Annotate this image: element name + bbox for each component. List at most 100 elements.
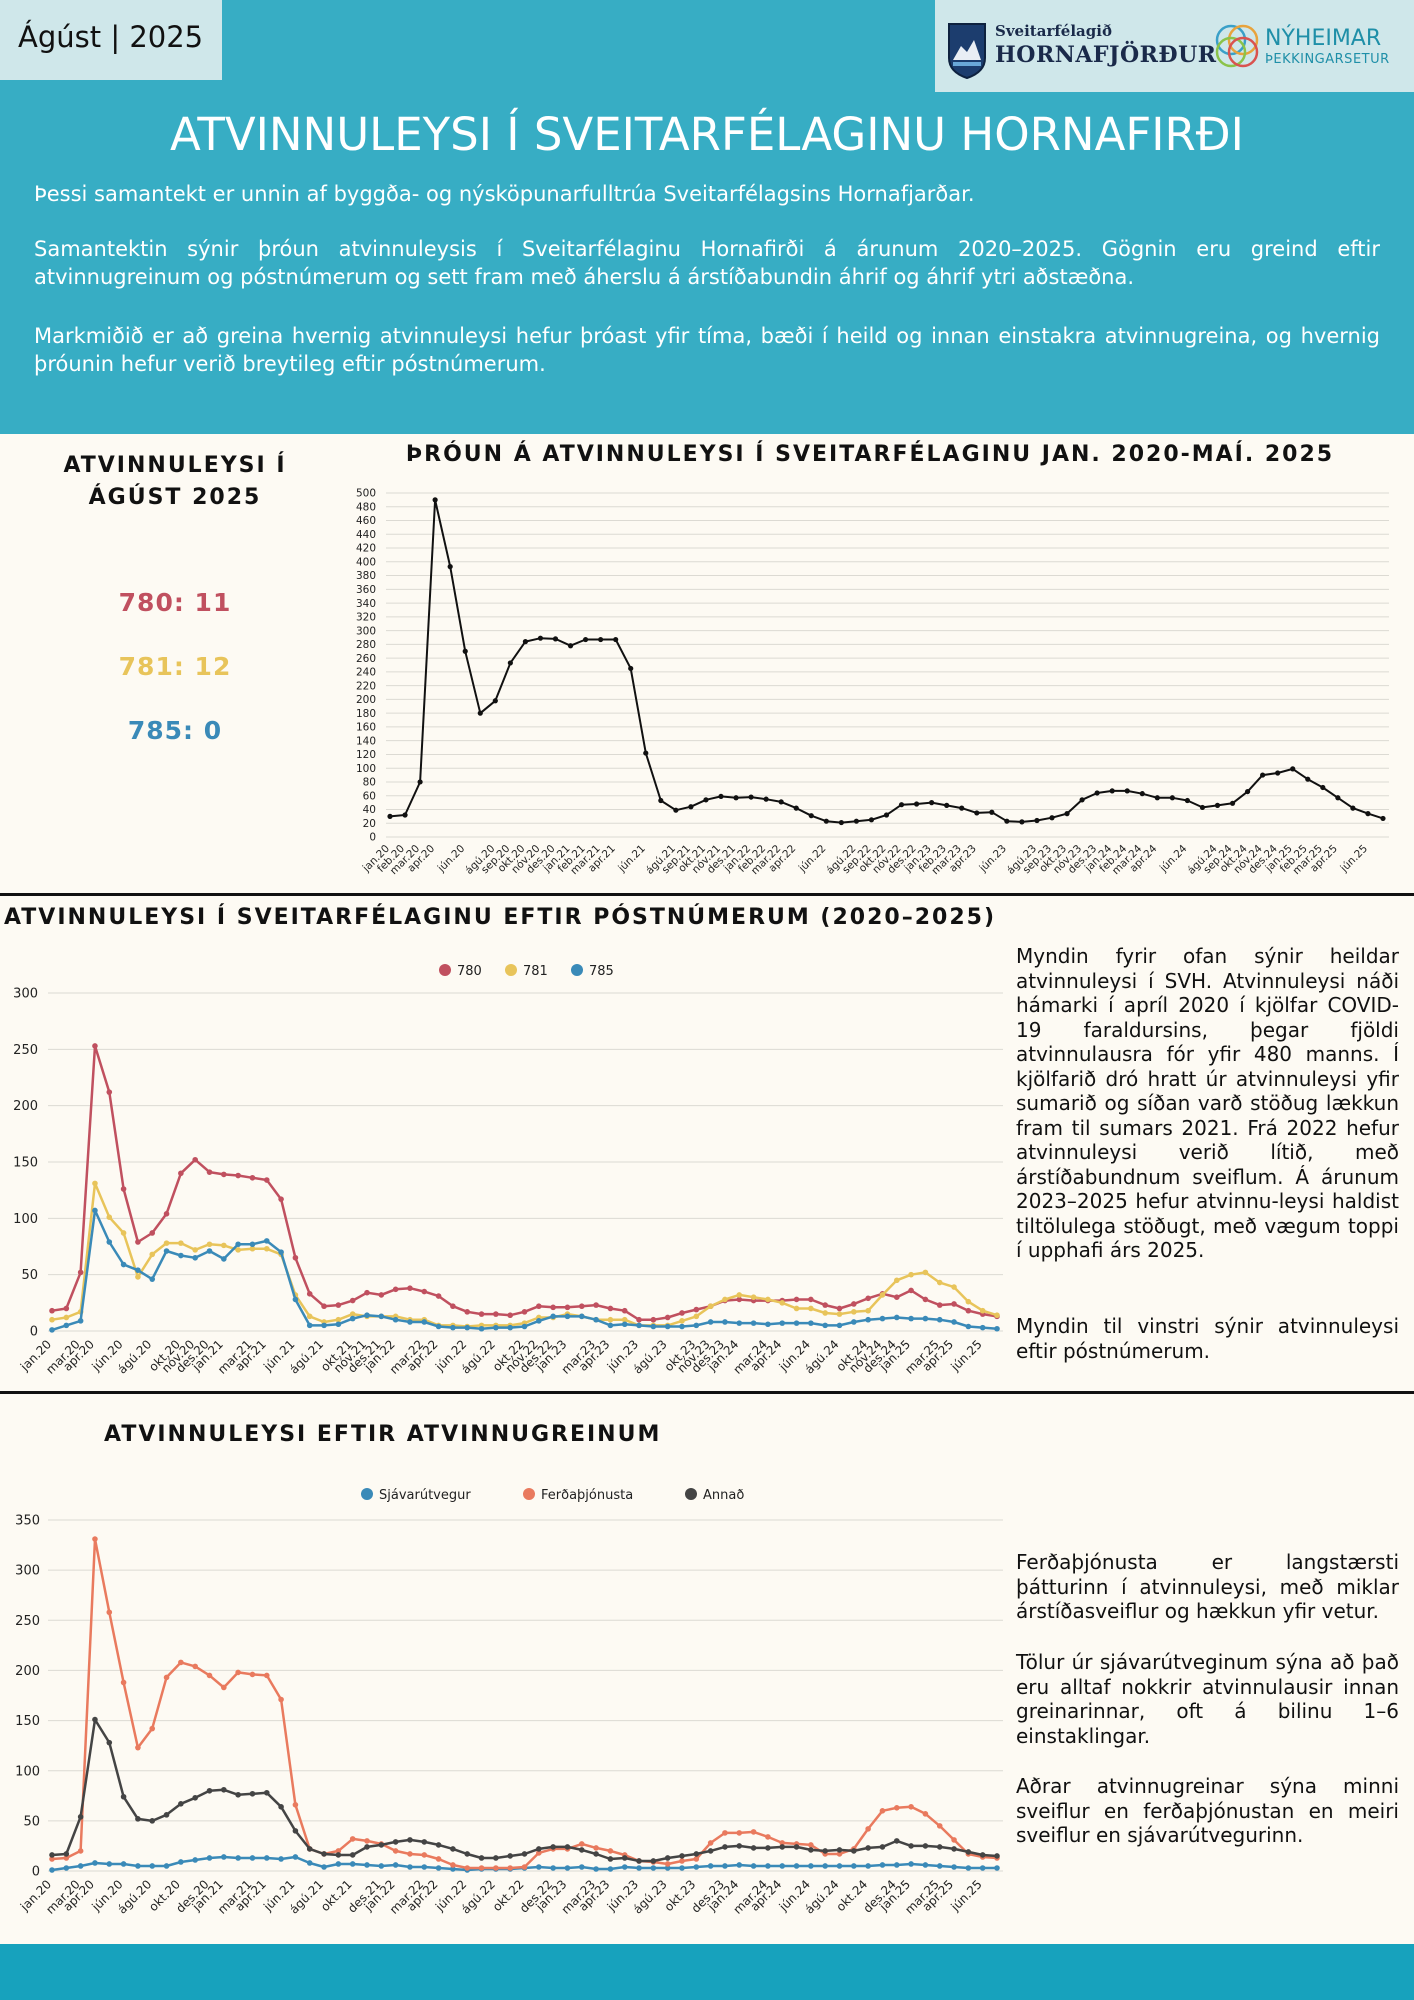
y-tick-label: 300 [356,625,376,637]
data-point-Sjávarútvegur [693,1864,700,1870]
data-point-Sjávarútvegur [63,1865,70,1871]
data-point-785 [607,1322,614,1329]
data-point-Ferðaþjónusta [292,1802,299,1808]
data-point-total [658,797,664,804]
data-point-total [733,795,739,801]
data-point-total [929,800,935,806]
data-point-780 [335,1302,342,1308]
data-point-785 [263,1238,270,1244]
data-point-total [567,643,574,649]
data-point-total [838,819,844,826]
y-tick-label: 250 [13,1043,38,1058]
data-point-Annað [765,1845,771,1851]
data-point-Ferðaþjónusta [421,1852,428,1858]
data-point-total [808,813,814,819]
data-point-780 [679,1310,685,1316]
data-point-780 [407,1285,413,1291]
stat-785: 785: 0 [127,716,223,745]
data-point-Ferðaþjónusta [335,1848,342,1854]
data-point-785 [564,1313,571,1320]
data-point-total [1154,795,1160,801]
data-point-Sjávarútvegur [435,1865,442,1871]
data-point-Annað [392,1839,399,1845]
data-point-Sjávarútvegur [135,1863,141,1869]
data-point-total [1229,800,1236,806]
x-tick-label: jún.22 [796,843,828,875]
data-point-781 [49,1316,55,1323]
data-point-785 [865,1316,871,1323]
series-line-Annað [51,1718,998,1863]
data-point-780 [936,1302,943,1308]
x-tick-label: jún.25 [948,1877,985,1914]
data-point-Annað [965,1849,972,1855]
data-point-Annað [364,1844,370,1850]
data-point-Ferðaþjónusta [607,1848,614,1854]
data-point-785 [364,1312,370,1319]
data-point-Ferðaþjónusta [593,1845,599,1851]
y-tick-label: 220 [356,680,376,692]
data-point-Ferðaþjónusta [936,1823,943,1829]
data-point-780 [106,1089,113,1095]
data-point-781 [922,1269,929,1276]
data-point-781 [994,1312,1000,1319]
y-tick-label: 0 [32,1865,40,1880]
data-point-Sjávarútvegur [607,1866,614,1872]
data-point-Sjávarútvegur [49,1867,55,1873]
data-point-781 [221,1242,227,1249]
data-point-785 [536,1318,542,1324]
data-point-785 [578,1313,585,1320]
data-point-780 [693,1306,700,1313]
chart-industry-title: ATVINNULEYSI EFTIR ATVINNUGREINUM [104,1422,662,1447]
data-point-Annað [736,1843,743,1849]
data-point-785 [63,1322,70,1329]
data-point-total [417,779,423,785]
data-point-785 [879,1315,886,1322]
data-point-total [387,813,393,819]
data-point-781 [206,1241,213,1248]
data-point-Annað [106,1739,113,1746]
data-point-780 [92,1043,98,1049]
data-point-781 [178,1240,184,1246]
data-point-total [959,805,965,811]
data-point-781 [707,1303,714,1310]
data-point-Sjávarútvegur [550,1865,556,1871]
org-name: HORNAFJÖRÐUR [995,42,1217,68]
data-point-781 [965,1298,972,1305]
data-point-785 [235,1241,241,1248]
industry-text-2: Tölur úr sjávarútveginum sýna að það eru… [1016,1650,1399,1748]
data-point-Sjávarútvegur [779,1863,786,1869]
page-title: ATVINNULEYSI Í SVEITARFÉLAGINU HORNAFIRÐ… [170,108,1244,161]
data-point-Annað [63,1851,70,1857]
data-point-780 [120,1186,127,1192]
partner-rings-icon [1215,24,1259,68]
data-point-Sjávarútvegur [536,1864,542,1870]
data-point-Sjávarútvegur [364,1862,370,1868]
y-tick-label: 180 [356,708,376,720]
data-point-Annað [192,1794,198,1801]
data-point-781 [822,1310,828,1316]
data-point-785 [822,1322,828,1329]
data-point-785 [750,1320,757,1326]
data-point-785 [135,1267,141,1273]
x-tick-label: jún.23 [977,843,1009,875]
y-tick-label: 380 [356,570,376,582]
data-point-Sjávarútvegur [808,1863,814,1869]
data-point-780 [206,1169,213,1175]
y-tick-label: 420 [356,543,376,555]
chart-total-title: ÞRÓUN Á ATVINNULEYSI Í SVEITARFÉLAGINU J… [405,442,1335,467]
data-point-780 [822,1302,828,1308]
data-point-785 [206,1248,213,1254]
data-point-Sjávarútvegur [636,1865,642,1871]
data-point-Annað [249,1790,256,1797]
x-tick-label: jún.24 [1157,842,1190,875]
data-point-total [1275,770,1281,776]
y-tick-label: 80 [363,777,376,789]
data-point-Annað [893,1838,900,1844]
y-tick-label: 160 [356,722,376,734]
data-point-Annað [793,1844,800,1850]
data-point-781 [135,1274,141,1280]
data-point-total [447,564,453,570]
y-tick-label: 280 [356,639,376,651]
data-point-Ferðaþjónusta [808,1842,814,1848]
data-point-785 [779,1320,786,1326]
